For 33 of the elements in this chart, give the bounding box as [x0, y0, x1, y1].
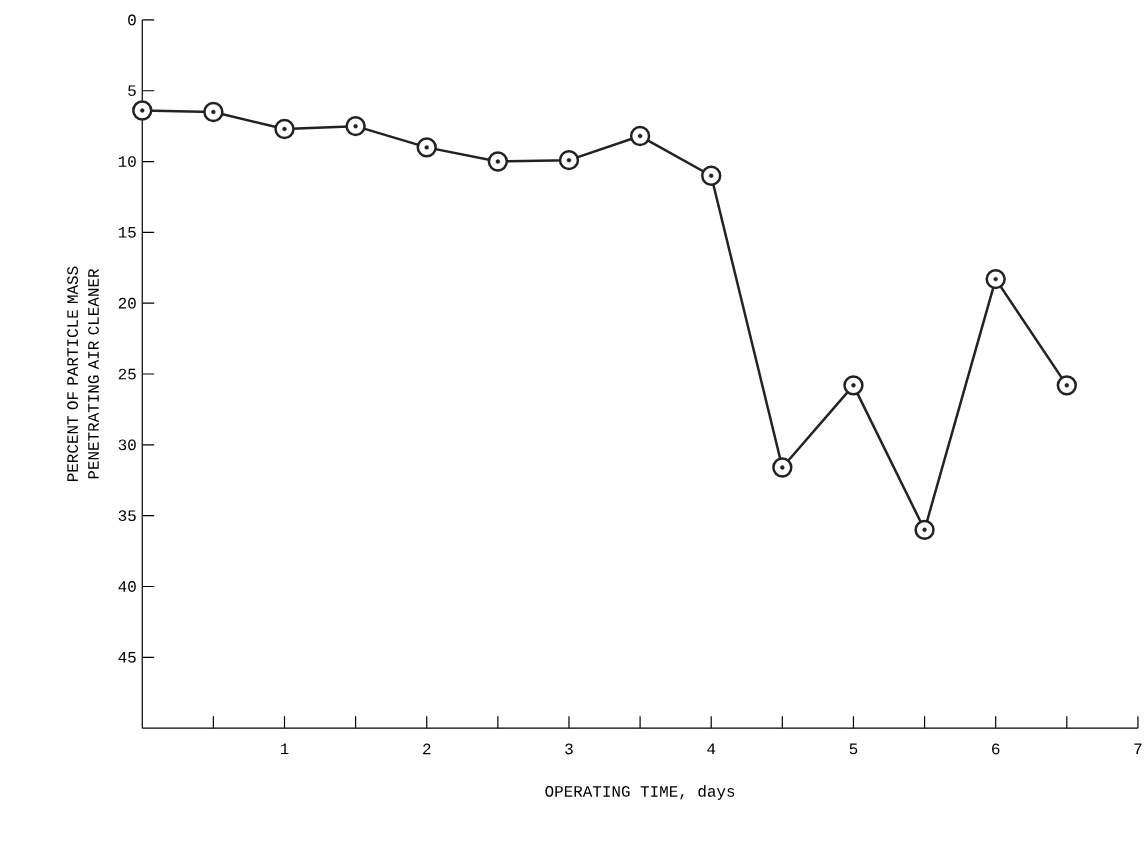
point [772, 457, 793, 478]
y-tick-label: 10 [118, 156, 136, 168]
point [132, 100, 153, 121]
point [985, 269, 1006, 290]
x-axis-title: OPERATING TIME, days [545, 785, 735, 801]
x-tick-label: 4 [707, 743, 716, 755]
y-tick-label: 15 [118, 227, 136, 238]
x-tick-label: 1 [280, 743, 289, 755]
x-tick-label: 7 [1134, 743, 1142, 755]
point [558, 150, 580, 171]
point [629, 126, 651, 147]
y-tick-label: 25 [118, 368, 136, 380]
y-axis-title: PERCENT OF PARTICLE MASS PENETRATING AIR CLEANER [67, 266, 99, 482]
y-tick-label: 20 [118, 298, 136, 309]
point [345, 116, 366, 137]
x-tick-label: 6 [992, 743, 1000, 755]
point [843, 375, 864, 396]
x-tick-label: 5 [849, 743, 858, 755]
y-tick-label: 40 [118, 581, 136, 593]
point [701, 165, 722, 187]
point [1056, 375, 1078, 396]
y-tick-label: 5 [128, 85, 136, 97]
y-tick-label: 45 [118, 652, 136, 663]
point [914, 519, 935, 541]
point [487, 151, 509, 172]
point [416, 137, 437, 158]
point [274, 119, 295, 140]
y-tick-label: 0 [128, 14, 136, 26]
x-tick-label: 3 [565, 743, 573, 755]
x-tick-label: 2 [423, 743, 431, 755]
y-tick-label: 35 [118, 510, 136, 522]
point [203, 102, 224, 123]
y-tick-label: 30 [118, 439, 136, 451]
